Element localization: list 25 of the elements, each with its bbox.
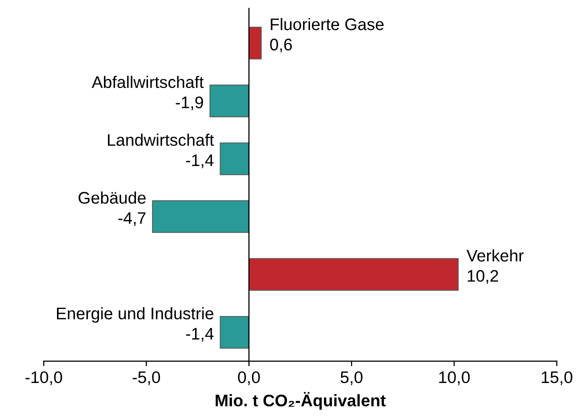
x-tick-label: -5,0 <box>132 371 160 386</box>
x-axis-title: Mio. t CO₂-Äquivalent <box>216 392 386 410</box>
y-tick-label: Abfallwirtschaft <box>92 76 204 88</box>
x-tick-label: -10,0 <box>25 371 62 386</box>
y-tick-label: Fluorierte Gase <box>270 18 384 30</box>
data-label: -1,4 <box>186 328 214 342</box>
y-tick-label: Landwirtschaft <box>108 134 214 146</box>
y-tick-label: Verkehr <box>466 249 524 262</box>
data-label: 10,2 <box>468 270 498 284</box>
x-tick-label: 0,0 <box>238 371 260 386</box>
bar <box>220 316 250 349</box>
bar <box>248 26 262 60</box>
bar <box>248 258 459 291</box>
bar <box>152 200 250 233</box>
data-label: -1,9 <box>176 96 204 110</box>
data-label: 0,6 <box>270 38 292 52</box>
y-tick-label: Energie und Industrie <box>56 307 214 323</box>
bar <box>210 84 250 118</box>
x-tick-label: 10,0 <box>439 371 470 386</box>
bar <box>220 142 250 176</box>
data-label: -1,4 <box>186 154 214 168</box>
x-tick-label: 15,0 <box>542 371 572 386</box>
data-label: -4,7 <box>118 212 146 226</box>
x-tick-label: 5,0 <box>340 371 362 386</box>
y-tick-label: Gebäude <box>78 191 146 204</box>
